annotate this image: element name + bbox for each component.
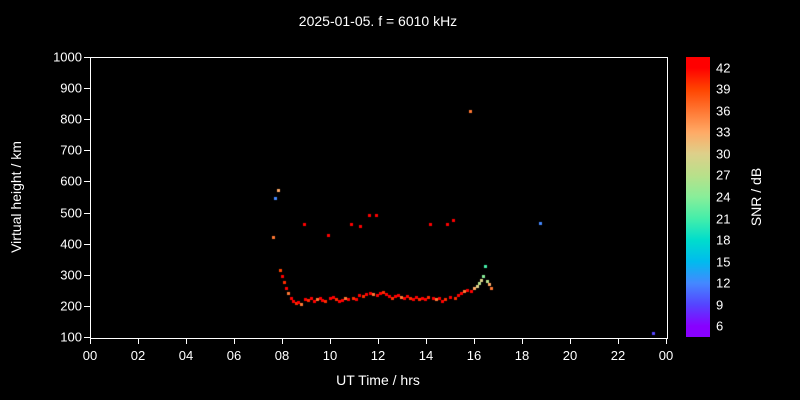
y-tick-label: 600 <box>60 173 82 189</box>
x-tick-mark <box>474 338 475 344</box>
colorbar <box>686 57 710 337</box>
x-tick-mark <box>234 338 235 344</box>
x-tick-label: 00 <box>82 348 98 363</box>
x-tick-label: 12 <box>370 348 386 363</box>
x-tick-label: 14 <box>418 348 434 363</box>
colorbar-tick-label: 30 <box>716 146 731 162</box>
x-tick-label: 06 <box>226 348 242 363</box>
y-tick-label: 100 <box>60 329 82 345</box>
y-tick-label: 300 <box>60 267 82 283</box>
y-tick-mark <box>84 274 90 276</box>
x-axis-label: UT Time / hrs <box>336 372 420 388</box>
x-tick-mark <box>282 338 283 344</box>
x-tick-mark <box>186 338 187 344</box>
y-tick-mark <box>84 305 90 307</box>
colorbar-tick-label: 33 <box>716 124 731 140</box>
x-tick-label: 04 <box>178 348 194 363</box>
colorbar-tick-label: 36 <box>716 103 731 119</box>
y-tick-mark <box>84 181 90 183</box>
x-tick-mark <box>330 338 331 344</box>
y-tick-mark <box>84 88 90 90</box>
y-tick-mark <box>84 150 90 152</box>
y-tick-label: 400 <box>60 236 82 252</box>
y-tick-label: 500 <box>60 205 82 221</box>
colorbar-tick-label: 15 <box>716 254 731 270</box>
x-tick-mark <box>426 338 427 344</box>
x-tick-mark <box>570 338 571 344</box>
x-tick-label: 20 <box>562 348 578 363</box>
x-tick-mark <box>378 338 379 344</box>
colorbar-tick-label: 9 <box>716 297 724 313</box>
y-axis-label: Virtual height / km <box>8 141 24 253</box>
y-tick-label: 900 <box>60 80 82 96</box>
x-tick-mark <box>618 338 619 344</box>
plot-area <box>90 57 668 339</box>
colorbar-tick-label: 24 <box>716 189 731 205</box>
x-tick-label: 16 <box>466 348 482 363</box>
x-tick-label: 08 <box>274 348 290 363</box>
x-tick-mark <box>666 338 667 344</box>
x-tick-label: 18 <box>514 348 530 363</box>
colorbar-tick-label: 27 <box>716 167 731 183</box>
colorbar-tick-label: 39 <box>716 81 731 97</box>
colorbar-tick-label: 42 <box>716 60 731 76</box>
y-tick-mark <box>84 243 90 245</box>
scatter-canvas <box>91 58 667 338</box>
x-tick-label: 00 <box>658 348 674 363</box>
y-tick-mark <box>84 119 90 121</box>
colorbar-tick-label: 12 <box>716 275 731 291</box>
x-tick-label: 10 <box>322 348 338 363</box>
colorbar-tick-label: 18 <box>716 232 731 248</box>
y-tick-label: 200 <box>60 298 82 314</box>
chart-title: 2025-01-05. f = 6010 kHz <box>298 13 458 29</box>
x-tick-label: 22 <box>610 348 626 363</box>
y-tick-label: 1000 <box>53 49 82 65</box>
x-tick-label: 02 <box>130 348 146 363</box>
colorbar-label: SNR / dB <box>748 167 764 227</box>
x-tick-mark <box>522 338 523 344</box>
colorbar-tick-label: 6 <box>716 318 724 334</box>
y-tick-label: 700 <box>60 142 82 158</box>
y-tick-mark <box>84 212 90 214</box>
x-tick-mark <box>90 338 91 344</box>
y-tick-mark <box>84 57 90 58</box>
y-tick-mark <box>84 337 90 338</box>
y-tick-label: 800 <box>60 111 82 127</box>
x-tick-mark <box>138 338 139 344</box>
colorbar-tick-label: 21 <box>716 211 731 227</box>
